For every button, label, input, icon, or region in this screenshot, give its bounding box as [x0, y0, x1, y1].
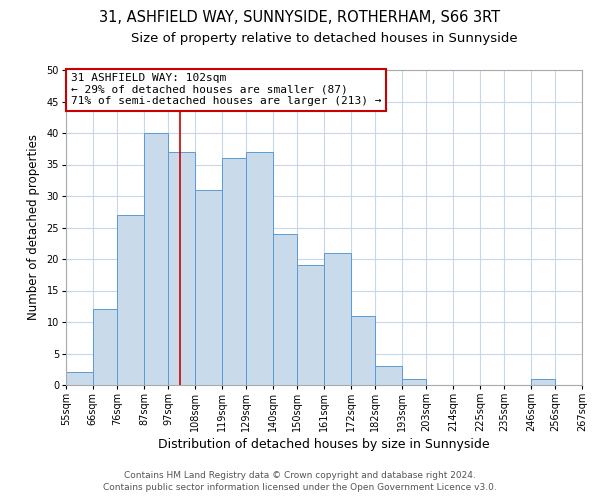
Y-axis label: Number of detached properties: Number of detached properties	[26, 134, 40, 320]
Bar	[297, 266, 324, 385]
Text: Contains HM Land Registry data © Crown copyright and database right 2024.
Contai: Contains HM Land Registry data © Crown c…	[103, 471, 497, 492]
Text: 31, ASHFIELD WAY, SUNNYSIDE, ROTHERHAM, S66 3RT: 31, ASHFIELD WAY, SUNNYSIDE, ROTHERHAM, …	[100, 10, 500, 25]
Bar	[222, 158, 246, 385]
Bar	[195, 190, 222, 385]
Bar	[273, 234, 297, 385]
Bar	[168, 152, 195, 385]
Bar	[375, 366, 402, 385]
Title: Size of property relative to detached houses in Sunnyside: Size of property relative to detached ho…	[131, 32, 517, 45]
Bar	[117, 215, 144, 385]
Text: 31 ASHFIELD WAY: 102sqm
← 29% of detached houses are smaller (87)
71% of semi-de: 31 ASHFIELD WAY: 102sqm ← 29% of detache…	[71, 73, 382, 106]
Bar	[351, 316, 375, 385]
Bar	[246, 152, 273, 385]
Bar	[93, 310, 117, 385]
Bar	[402, 378, 426, 385]
X-axis label: Distribution of detached houses by size in Sunnyside: Distribution of detached houses by size …	[158, 438, 490, 452]
Bar	[531, 378, 555, 385]
Bar	[66, 372, 93, 385]
Bar	[144, 133, 168, 385]
Bar	[324, 252, 351, 385]
